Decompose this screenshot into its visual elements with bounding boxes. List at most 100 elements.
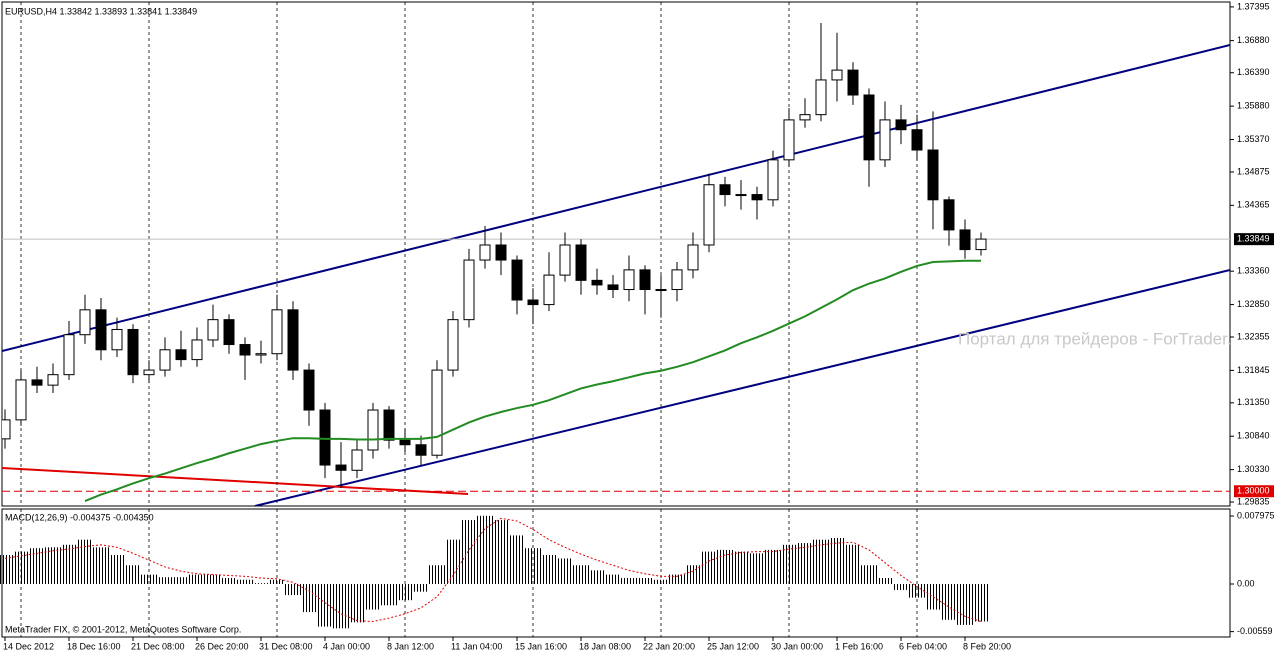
macd-bar bbox=[525, 548, 541, 584]
candle-body bbox=[47, 374, 59, 386]
macd-bar bbox=[13, 551, 29, 584]
candle-body bbox=[959, 229, 971, 251]
macd-bar bbox=[669, 574, 685, 584]
candle-body bbox=[607, 284, 619, 291]
candle-body bbox=[815, 79, 827, 116]
candle-body bbox=[719, 184, 731, 196]
candle-body bbox=[767, 159, 779, 201]
x-tick-label: 21 Dec 08:00 bbox=[131, 641, 185, 651]
candle-body bbox=[431, 369, 443, 456]
macd-header: MACD(12,26,9) -0.004375 -0.004350 bbox=[5, 512, 154, 522]
macd-bar bbox=[205, 574, 221, 584]
watermark: Портал для трейдеров - ForTrader.ru bbox=[958, 329, 1247, 348]
macd-bar bbox=[861, 565, 877, 584]
macd-bar bbox=[637, 578, 653, 584]
candle-body bbox=[591, 279, 603, 286]
macd-bar bbox=[317, 583, 333, 627]
level-label: 1.30000 bbox=[1237, 486, 1270, 496]
macd-bar bbox=[557, 558, 573, 584]
macd-bar bbox=[621, 578, 637, 584]
y-tick-label: 1.36880 bbox=[1237, 35, 1270, 45]
copyright: MetaTrader FIX, © 2001-2012, MetaQuotes … bbox=[5, 624, 241, 634]
candle-body bbox=[511, 259, 523, 301]
macd-bar bbox=[285, 583, 301, 596]
macd-bar bbox=[45, 547, 61, 584]
macd-bar bbox=[749, 553, 765, 584]
y-tick-label: 1.29835 bbox=[1237, 496, 1270, 506]
macd-layer bbox=[0, 509, 989, 637]
macd-bar bbox=[717, 549, 733, 584]
candle-body bbox=[927, 149, 939, 201]
candle-body bbox=[543, 274, 555, 306]
candle-body bbox=[831, 69, 843, 81]
candle-body bbox=[847, 69, 859, 96]
x-tick-label: 1 Feb 16:00 bbox=[835, 641, 883, 651]
macd-bar bbox=[429, 565, 445, 584]
macd-bar bbox=[541, 555, 557, 584]
macd-bar bbox=[653, 579, 669, 584]
candle-body bbox=[127, 328, 139, 376]
macd-bar bbox=[733, 551, 749, 584]
candle-body bbox=[655, 289, 667, 292]
macd-bar bbox=[973, 583, 989, 622]
last-price-label: 1.33849 bbox=[1237, 234, 1270, 244]
y-tick-label: -0.00559 bbox=[1237, 626, 1273, 636]
candle-body bbox=[15, 379, 27, 421]
y-tick-label: 1.34875 bbox=[1237, 166, 1270, 176]
y-tick-label: 1.35370 bbox=[1237, 134, 1270, 144]
y-tick-label: 1.37395 bbox=[1237, 1, 1270, 11]
candle-body bbox=[783, 119, 795, 161]
candle-body bbox=[351, 449, 363, 471]
candle-body bbox=[895, 119, 907, 131]
candle-body bbox=[319, 409, 331, 466]
macd-bar bbox=[253, 583, 269, 584]
axes-layer: 14 Dec 2012 18 Dec 16:00 21 Dec 08:00 26 De… bbox=[3, 1, 1274, 651]
candle-body bbox=[239, 344, 251, 356]
candle-body bbox=[479, 244, 491, 261]
macd-bar bbox=[829, 537, 845, 584]
y-tick-label: 1.31350 bbox=[1237, 397, 1270, 407]
candle-body bbox=[463, 259, 475, 321]
macd-bar bbox=[269, 579, 285, 584]
candle-body bbox=[751, 194, 763, 201]
macd-bar bbox=[141, 574, 157, 584]
candle-body bbox=[303, 369, 315, 411]
macd-bar bbox=[813, 539, 829, 584]
candle-body bbox=[623, 269, 635, 291]
macd-bar bbox=[157, 577, 173, 584]
y-tick-label: 1.31845 bbox=[1237, 365, 1270, 375]
y-tick-label: 0.007975 bbox=[1237, 510, 1274, 520]
x-tick-label: 4 Jan 00:00 bbox=[323, 641, 370, 651]
y-tick-label: 1.34365 bbox=[1237, 200, 1270, 210]
level-label-bg bbox=[1234, 485, 1274, 498]
main-panel bbox=[1, 1, 1231, 507]
x-tick-label: 30 Jan 00:00 bbox=[771, 641, 823, 651]
macd-bar bbox=[781, 544, 797, 584]
macd-bar bbox=[125, 565, 141, 584]
macd-bar bbox=[845, 544, 861, 584]
candle-body bbox=[687, 244, 699, 271]
main-layer: Портал для трейдеров - ForTrader.ru bbox=[2, 2, 1247, 506]
candle-body bbox=[495, 244, 507, 261]
x-tick-label: 15 Jan 16:00 bbox=[515, 641, 567, 651]
macd-bar bbox=[605, 574, 621, 584]
macd-bar bbox=[109, 555, 125, 584]
macd-bar bbox=[477, 515, 493, 584]
macd-bar bbox=[189, 574, 205, 584]
candle-body bbox=[447, 319, 459, 371]
y-tick-label: 1.36390 bbox=[1237, 67, 1270, 77]
macd-bar bbox=[765, 549, 781, 584]
macd-bar bbox=[349, 583, 365, 623]
chart-header: EURUSD,H4 1.33842 1.33893 1.33841 1.3384… bbox=[5, 6, 197, 16]
x-tick-label: 6 Feb 04:00 bbox=[899, 641, 947, 651]
macd-bar bbox=[413, 583, 429, 592]
y-tick-label: 1.30330 bbox=[1237, 464, 1270, 474]
x-tick-label: 22 Jan 20:00 bbox=[643, 641, 695, 651]
candle-body bbox=[975, 238, 987, 251]
candle-body bbox=[399, 439, 411, 446]
y-tick-label: 0.00 bbox=[1237, 578, 1255, 588]
candle-body bbox=[911, 129, 923, 151]
y-tick-label: 1.32355 bbox=[1237, 331, 1270, 341]
candle-body bbox=[111, 328, 123, 351]
